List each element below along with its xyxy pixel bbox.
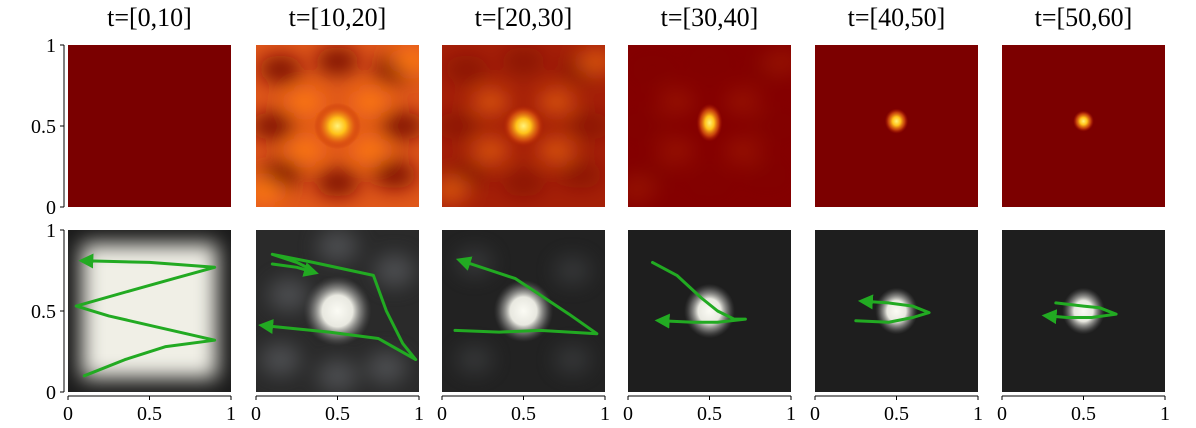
heatmap-texture	[256, 47, 419, 203]
x-tick-label: 0	[623, 403, 633, 425]
x-tick-label: 1	[414, 403, 424, 425]
y-tick-label: 0	[46, 197, 56, 219]
top-row-heatmaps	[68, 45, 1165, 207]
heatmap-hotspot	[884, 108, 909, 134]
heatmap-glow	[82, 244, 217, 378]
top-heatmap-panel	[256, 45, 419, 207]
top-heatmap-panel	[1002, 45, 1165, 207]
trajectory-line	[854, 294, 931, 324]
x-tick-label: 0.5	[137, 403, 162, 425]
x-tick-label: 1	[226, 403, 236, 425]
x-tick-label: 1	[1160, 403, 1170, 425]
heatmap-hotspot	[696, 103, 723, 142]
panel-title: t=[10,20]	[289, 3, 387, 32]
bottom-heatmap-panel	[68, 230, 231, 392]
heatmap-hotspot	[1062, 287, 1105, 335]
x-tick-label: 0.5	[884, 403, 909, 425]
top-heatmap-panel	[815, 45, 978, 207]
panel-title: t=[40,50]	[848, 3, 946, 32]
x-tick-label: 0	[437, 403, 447, 425]
x-tick-label: 0	[63, 403, 73, 425]
heatmap-texture	[442, 47, 605, 203]
x-tick-label: 0.5	[1071, 403, 1096, 425]
bottom-heatmap-panel	[815, 230, 978, 392]
heatmap-texture	[628, 47, 791, 203]
trajectory-line	[651, 260, 747, 329]
x-tick-label: 1	[973, 403, 983, 425]
x-tick-label: 0.5	[511, 403, 536, 425]
trajectory-line	[270, 262, 319, 277]
bottom-heatmap-panel	[628, 230, 791, 392]
top-heatmap-panel	[628, 45, 791, 207]
bottom-row-heatmaps	[68, 230, 1165, 392]
heatmap-hotspot	[502, 104, 545, 148]
heatmap-hotspot	[303, 276, 372, 346]
heatmap-background	[68, 45, 231, 207]
heatmap-texture	[260, 230, 415, 392]
y-tick-label: 1	[46, 35, 56, 57]
top-heatmap-panel	[442, 45, 605, 207]
panel-titles: t=[0,10] t=[10,20] t=[20,30] t=[30,40] t=[40…	[107, 3, 1132, 32]
trajectory-line	[258, 252, 418, 362]
x-tick-label: 1	[600, 403, 610, 425]
x-tick-label: 1	[786, 403, 796, 425]
bottom-heatmap-panel	[1002, 230, 1165, 392]
heatmap-hotspot	[684, 283, 735, 339]
panel-title: t=[50,60]	[1035, 3, 1133, 32]
x-tick-label: 0.5	[697, 403, 722, 425]
panel-title: t=[20,30]	[475, 3, 573, 32]
heatmap-hotspot	[875, 287, 918, 335]
x-tick-label: 0.5	[325, 403, 350, 425]
panel-title: t=[30,40]	[661, 3, 759, 32]
x-tick-label: 0	[997, 403, 1007, 425]
y-tick-label: 1	[46, 220, 56, 242]
heatmap-hotspot	[314, 102, 361, 150]
bottom-heatmap-panel	[442, 230, 605, 392]
heatmap-hotspot	[1073, 110, 1094, 132]
panel-title: t=[0,10]	[107, 3, 192, 32]
top-heatmap-panel	[68, 45, 231, 207]
bottom-heatmap-panel	[256, 230, 419, 392]
y-tick-label: 0.5	[31, 301, 56, 323]
y-tick-label: 0	[46, 382, 56, 404]
y-tick-label: 0.5	[31, 116, 56, 138]
x-tick-label: 0	[810, 403, 820, 425]
trajectory-line	[453, 256, 599, 336]
x-tick-label: 0	[251, 403, 261, 425]
trajectory-line	[74, 253, 217, 378]
trajectory-line	[1041, 301, 1118, 325]
